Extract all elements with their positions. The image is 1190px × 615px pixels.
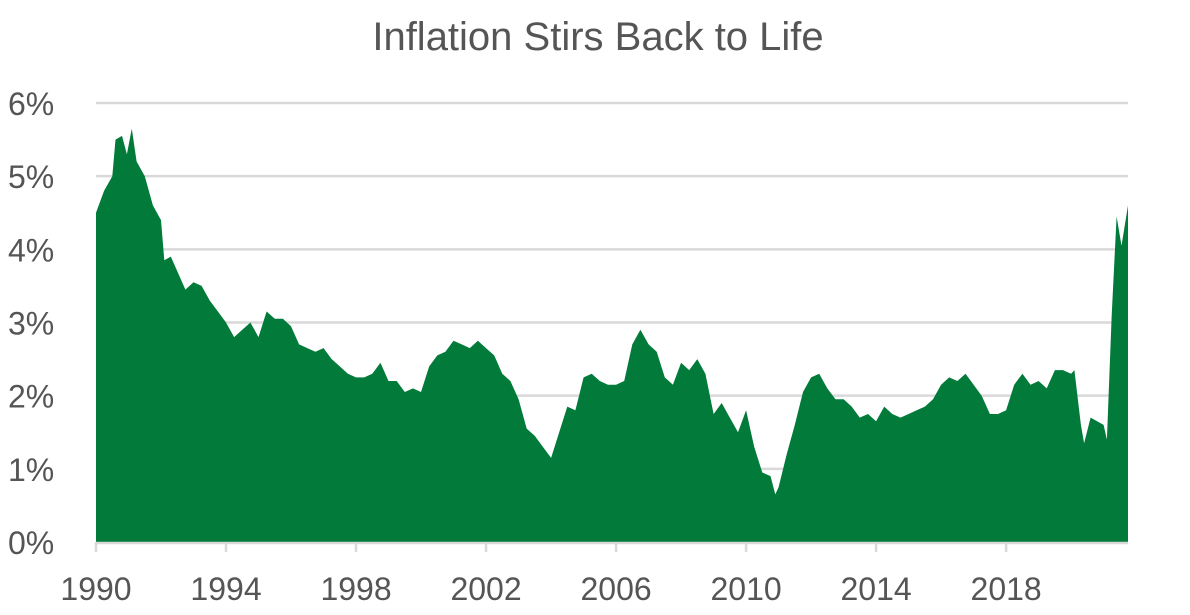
y-tick-label: 3% (8, 306, 54, 342)
y-tick-label: 2% (8, 379, 54, 415)
x-tick-label: 2006 (580, 571, 651, 607)
y-tick-label: 0% (8, 525, 54, 561)
y-tick-label: 6% (8, 86, 54, 122)
y-tick-label: 4% (8, 232, 54, 268)
y-tick-label: 1% (8, 452, 54, 488)
x-tick-label: 1994 (190, 571, 261, 607)
y-tick-label: 5% (8, 159, 54, 195)
x-axis: 1990 1994 1998 2002 2006 2010 2014 2018 (60, 541, 1128, 607)
x-tick-label: 2002 (450, 571, 521, 607)
x-tick-label: 1998 (320, 571, 391, 607)
x-tick-label: 2014 (841, 571, 912, 607)
chart-title: Inflation Stirs Back to Life (372, 15, 823, 59)
x-tick-label: 1990 (60, 571, 131, 607)
x-tick-label: 2010 (710, 571, 781, 607)
y-axis: 0% 1% 2% 3% 4% 5% 6% (8, 86, 54, 561)
inflation-area (96, 128, 1128, 542)
x-tick-label: 2018 (971, 571, 1042, 607)
